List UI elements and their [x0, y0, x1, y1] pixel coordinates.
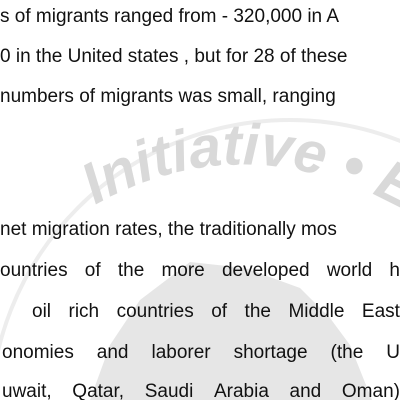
- word: onomies: [2, 342, 74, 363]
- word: Middle: [288, 301, 345, 322]
- word: the: [244, 301, 271, 322]
- watermark-text-path: Initiative • Ethiopia: [0, 0, 400, 233]
- word: Oman): [341, 381, 400, 400]
- word: the: [117, 260, 145, 281]
- watermark-ring: [0, 118, 400, 352]
- word: Qatar,: [72, 381, 125, 400]
- text-line-5: ountries of the more developed world h: [0, 257, 400, 285]
- word: of: [211, 301, 228, 322]
- text-line-6: oil rich countries of the Middle East: [0, 298, 400, 326]
- word: Saudi: [144, 381, 194, 400]
- text-line-3: numbers of migrants was small, ranging: [0, 86, 336, 107]
- word: h: [389, 260, 400, 281]
- text-line-2: 0 in the United states , but for 28 of t…: [0, 46, 348, 67]
- word: shortage: [233, 342, 308, 363]
- word: and: [289, 381, 322, 400]
- watermark-text: Initiative • Ethiopia: [0, 0, 400, 233]
- word: of: [84, 260, 101, 281]
- word: laborer: [151, 342, 211, 363]
- word: and: [96, 342, 129, 363]
- word: East: [361, 301, 400, 322]
- word: (the: [330, 342, 364, 363]
- text-line-4: net migration rates, the traditionally m…: [0, 219, 337, 240]
- word: world: [326, 260, 373, 281]
- word: U: [386, 342, 400, 363]
- word: Arabia: [213, 381, 269, 400]
- word: ountries: [0, 260, 68, 281]
- word: uwait,: [2, 381, 52, 400]
- text-line-7: onomies and laborer shortage (the U: [0, 339, 400, 367]
- word: developed: [221, 260, 310, 281]
- word: more: [161, 260, 205, 281]
- word: countries: [116, 301, 194, 322]
- word: rich: [68, 301, 100, 322]
- text-line-1: s of migrants ranged from - 320,000 in A: [0, 6, 340, 27]
- watermark-map-shape: [90, 262, 372, 400]
- text-line-8: uwait, Qatar, Saudi Arabia and Oman): [0, 378, 400, 400]
- word: oil: [32, 301, 52, 322]
